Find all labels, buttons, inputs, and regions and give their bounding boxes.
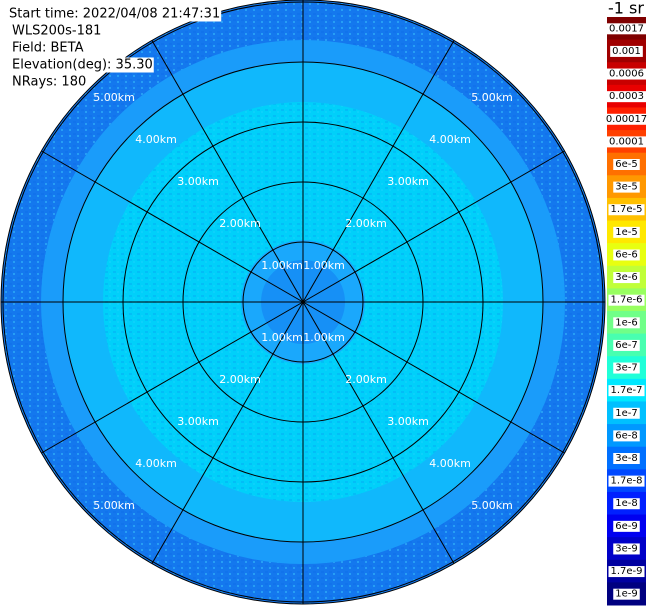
colorbar-label: 0.0017 (609, 23, 644, 34)
label-bg (613, 249, 640, 261)
range-label: 5.00km (93, 499, 135, 512)
label-bg (607, 23, 646, 35)
colorbar-label: 3e-9 (615, 543, 638, 554)
label-bg (613, 588, 640, 600)
colorbar-label: 1.7e-6 (610, 295, 642, 306)
colorbar-label: 6e-8 (615, 430, 638, 441)
spoke (302, 40, 455, 303)
range-label: 5.00km (471, 499, 513, 512)
colorbar-title: -1 sr (608, 0, 644, 18)
label-bg (603, 113, 647, 125)
label-bg (608, 204, 645, 216)
colorbar-label: 3e-7 (615, 363, 638, 374)
label-bg (607, 91, 646, 103)
range-label: 5.00km (93, 91, 135, 104)
spoke (41, 301, 304, 454)
range-label: 2.00km (219, 373, 261, 386)
range-label: 2.00km (345, 217, 387, 230)
colorbar-label: 0.0006 (609, 69, 644, 80)
colorbar-label: 1e-9 (615, 589, 638, 600)
colorbar-label: 1.7e-8 (610, 476, 642, 487)
colorbar-label: 1e-7 (615, 408, 638, 419)
label-bg (613, 520, 640, 532)
info-line: NRays: 180 (12, 75, 86, 90)
spoke (302, 301, 565, 454)
info-line: Start time: 2022/04/08 21:47:31 (9, 7, 220, 22)
label-bg (613, 226, 640, 238)
label-bg (613, 339, 640, 351)
label-bg (608, 385, 645, 397)
colorbar-label: 6e-7 (615, 340, 638, 351)
range-label: 2.00km (219, 217, 261, 230)
range-label: 3.00km (387, 415, 429, 428)
info-bg (8, 6, 222, 22)
spoke (41, 150, 304, 303)
info-bg (11, 74, 88, 90)
colorbar-label: 1e-5 (615, 227, 638, 238)
range-label: 1.00km (303, 259, 345, 272)
label-bg (613, 498, 640, 510)
colorbar-label: 1e-8 (615, 498, 638, 509)
colorbar-label: 6e-9 (615, 521, 638, 532)
label-bg (608, 566, 645, 578)
label-bg (613, 159, 640, 170)
colorbar-label: 3e-6 (615, 272, 638, 283)
colorbar-label: 0.0003 (609, 91, 644, 102)
info-bg (11, 40, 85, 56)
label-bg (613, 407, 640, 419)
colorbar-label: 1.7e-5 (610, 204, 642, 215)
label-bg (613, 272, 640, 284)
colorbar-label: 1.7e-9 (610, 566, 642, 577)
spoke (151, 40, 304, 303)
polar-grid (0, 0, 606, 605)
spoke (151, 301, 304, 564)
label-bg (608, 294, 645, 306)
label-bg (613, 181, 640, 193)
label-bg (613, 362, 640, 374)
range-label: 4.00km (429, 457, 471, 470)
label-bg (613, 543, 640, 555)
colorbar-label: 3e-8 (615, 453, 638, 464)
range-label: 1.00km (261, 259, 303, 272)
range-label: 1.00km (303, 331, 345, 344)
range-label: 4.00km (429, 133, 471, 146)
colorbar-label: 1.7e-7 (610, 385, 642, 396)
info-text: Start time: 2022/04/08 21:47:31 WLS200s-1… (8, 6, 222, 90)
colorbar-label: 0.0001 (609, 136, 644, 147)
range-label: 4.00km (135, 457, 177, 470)
range-label: 5.00km (471, 91, 513, 104)
colorbar: -1 sr 0.0017 0.001 0.0006 0.0003 0.00017 0.000… (603, 0, 647, 606)
colorbar-label: 1e-6 (615, 317, 638, 328)
range-label: 4.00km (135, 133, 177, 146)
spoke (302, 150, 565, 303)
info-line: Field: BETA (12, 41, 84, 56)
info-bg (11, 23, 103, 39)
label-bg (613, 317, 640, 329)
label-bg (613, 430, 640, 442)
colorbar-label: 6e-6 (615, 249, 638, 260)
colorbar-label: 6e-5 (615, 159, 638, 170)
info-line: Elevation(deg): 35.30 (12, 58, 153, 73)
colorbar-label: 3e-5 (615, 182, 638, 193)
range-label: 3.00km (177, 175, 219, 188)
label-bg (607, 68, 646, 80)
range-label: 3.00km (387, 175, 429, 188)
label-bg (607, 136, 646, 148)
spoke (302, 301, 455, 564)
range-label: 3.00km (177, 415, 219, 428)
info-bg (11, 57, 154, 73)
colorbar-label: 0.00017 (606, 114, 647, 125)
label-bg (608, 475, 645, 487)
label-bg (613, 453, 640, 464)
range-label: 2.00km (345, 373, 387, 386)
range-label: 1.00km (261, 331, 303, 344)
colorbar-label: 0.001 (612, 46, 641, 57)
label-bg (610, 45, 643, 57)
info-line: WLS200s-181 (12, 24, 101, 39)
